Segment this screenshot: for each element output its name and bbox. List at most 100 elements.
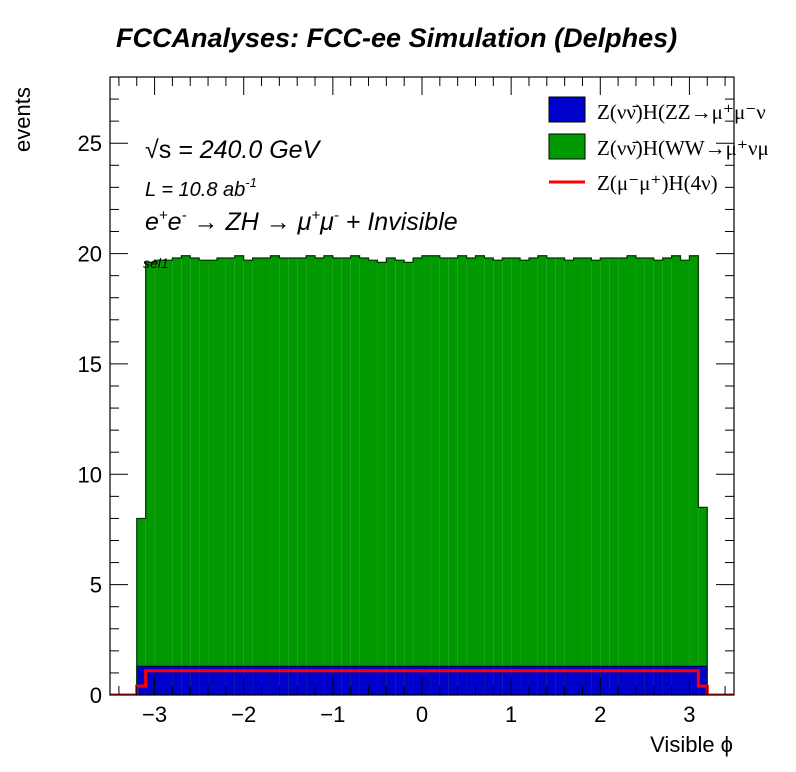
bar-ww-9 [216, 257, 226, 695]
y-axis-label: events [10, 87, 35, 152]
bar-ww-32 [422, 255, 431, 695]
bar-zz-2 [154, 666, 164, 695]
bar-ww-42 [511, 257, 521, 695]
bar-zz-6 [190, 666, 200, 695]
legend-swatch-ww [548, 133, 586, 160]
chart-title: FCCAnalyses: FCC-ee Simulation (Delphes) [116, 23, 677, 53]
bar-zz-25 [359, 666, 369, 695]
bar-zz-1 [145, 666, 155, 695]
bar-ww-54 [618, 257, 628, 695]
bar-zz-26 [368, 666, 378, 695]
bar-ww-25 [359, 257, 369, 695]
bar-zz-34 [439, 666, 449, 695]
x-tick-label: −1 [320, 702, 345, 727]
bar-zz-0 [136, 666, 146, 695]
bar-zz-38 [475, 666, 485, 695]
bar-ww-55 [627, 255, 636, 695]
bar-ww-23 [341, 257, 351, 695]
bar-ww-60 [671, 255, 681, 695]
bar-zz-59 [662, 666, 672, 695]
bar-ww-3 [163, 260, 173, 695]
bar-ww-61 [680, 260, 690, 695]
bar-ww-10 [225, 257, 235, 695]
bar-zz-9 [216, 666, 226, 695]
bar-ww-56 [635, 257, 645, 695]
bar-zz-15 [270, 666, 280, 695]
bar-zz-18 [297, 666, 307, 695]
bar-zz-39 [484, 666, 494, 695]
y-tick-label: 25 [78, 131, 102, 156]
bar-ww-12 [243, 260, 253, 695]
bar-zz-49 [573, 666, 583, 695]
legend-label-ww: Z(νν̄)H(WW→μ⁺νμ [597, 136, 769, 160]
bar-ww-41 [502, 257, 512, 695]
bar-ww-48 [564, 260, 574, 695]
bar-zz-29 [395, 666, 405, 695]
bar-ww-0 [136, 518, 146, 695]
bar-zz-56 [635, 666, 645, 695]
bar-ww-31 [413, 257, 422, 695]
bar-ww-47 [555, 257, 565, 695]
zz-outline [110, 665, 734, 695]
bar-zz-8 [208, 666, 217, 695]
bar-zz-55 [627, 666, 636, 695]
bar-zz-35 [448, 666, 458, 695]
bar-zz-45 [537, 666, 547, 695]
bar-ww-58 [653, 260, 663, 695]
bar-zz-54 [618, 666, 628, 695]
bar-zz-63 [698, 666, 708, 695]
bar-ww-38 [475, 255, 485, 695]
bar-ww-21 [323, 255, 333, 695]
bar-zz-19 [306, 666, 316, 695]
bar-ww-28 [386, 257, 396, 695]
signal-line [110, 669, 734, 695]
energy-value: = 240.0 GeV [171, 136, 321, 164]
sqrt-s-label: √s [145, 136, 171, 164]
bar-ww-57 [644, 257, 654, 695]
lumi-text: L = 10.8 ab [145, 179, 245, 201]
bar-zz-52 [600, 666, 610, 695]
bar-ww-14 [261, 257, 271, 695]
bar-zz-21 [323, 666, 333, 695]
bar-ww-1 [145, 262, 155, 695]
bar-zz-4 [172, 666, 182, 695]
bar-zz-30 [404, 666, 414, 695]
x-tick-label: 2 [594, 702, 606, 727]
bar-zz-60 [671, 666, 681, 695]
bar-zz-53 [609, 666, 619, 695]
bar-ww-15 [270, 255, 280, 695]
bar-zz-11 [234, 666, 244, 695]
bar-zz-16 [279, 666, 289, 695]
bar-ww-49 [573, 257, 583, 695]
bar-zz-32 [422, 666, 431, 695]
bar-ww-50 [582, 257, 592, 695]
bar-zz-43 [520, 666, 529, 695]
bar-zz-40 [493, 666, 503, 695]
bar-ww-24 [350, 255, 360, 695]
x-tick-label: 0 [416, 702, 428, 727]
bar-zz-44 [528, 666, 538, 695]
bar-zz-62 [689, 666, 699, 695]
bar-zz-7 [199, 666, 209, 695]
bar-ww-37 [466, 257, 476, 695]
bar-ww-52 [600, 257, 610, 695]
bar-zz-58 [653, 666, 663, 695]
process-annotation: e+e- → ZH → μ+μ- + Invisible [145, 207, 458, 236]
bar-ww-53 [609, 257, 619, 695]
bar-ww-19 [306, 255, 316, 695]
luminosity-annotation: L = 10.8 ab-1 [145, 175, 257, 201]
bar-ww-27 [377, 262, 387, 695]
bar-zz-37 [466, 666, 476, 695]
bar-zz-50 [582, 666, 592, 695]
bar-zz-47 [555, 666, 565, 695]
bar-ww-33 [430, 255, 440, 695]
x-axis-label: Visible ϕ [650, 732, 733, 757]
bar-zz-14 [261, 666, 271, 695]
bar-ww-44 [528, 257, 538, 695]
axis-ticks [110, 76, 734, 696]
bar-zz-22 [332, 666, 342, 695]
bar-ww-8 [208, 260, 217, 695]
tick-labels: −3 −2 −1 0 1 2 3 0 5 10 15 20 25 [78, 131, 696, 727]
x-tick-label: 3 [683, 702, 695, 727]
